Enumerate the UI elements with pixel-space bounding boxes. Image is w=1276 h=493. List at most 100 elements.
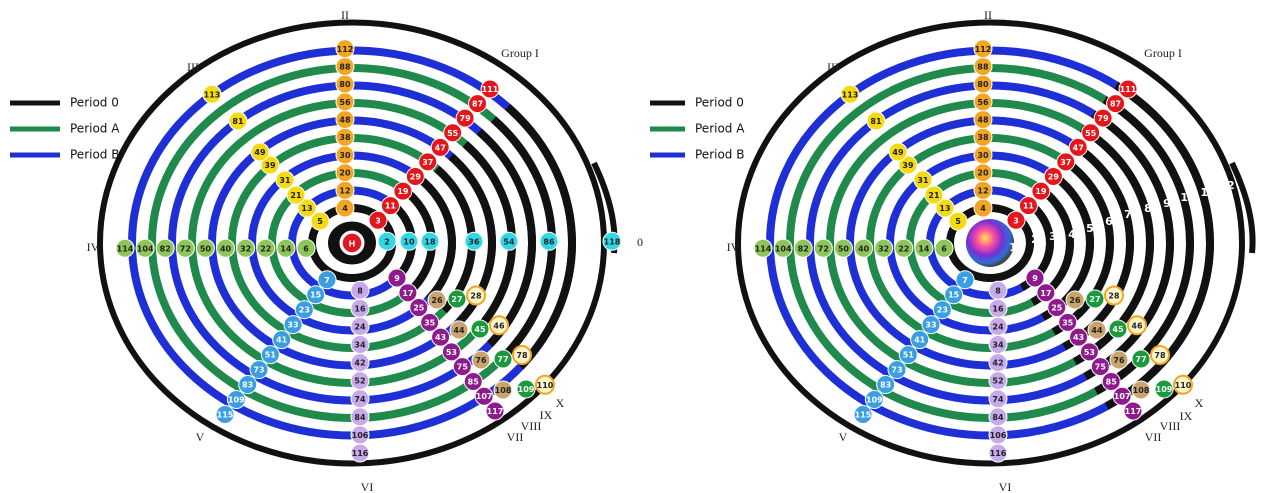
element-label: 88	[977, 62, 989, 71]
legend-label: Period A	[70, 122, 120, 136]
spiral-label: 4	[1068, 228, 1076, 241]
element-label: 34	[992, 341, 1004, 350]
element-label: 45	[1112, 325, 1124, 334]
element-label: 109	[866, 396, 883, 405]
element-label: 81	[870, 117, 882, 126]
element-label: 33	[925, 321, 936, 330]
group-label: Group I	[501, 46, 539, 60]
element-label: 40	[858, 244, 870, 253]
element-label: 32	[878, 244, 889, 253]
element-label: 75	[1095, 363, 1107, 372]
group-label: X	[556, 396, 565, 410]
group-label: II	[341, 8, 349, 22]
element-label: 111	[1120, 85, 1137, 94]
group-label: IV	[727, 240, 740, 254]
element-label: 45	[474, 325, 486, 334]
element-label: 44	[453, 326, 465, 335]
element-label: 111	[482, 85, 499, 94]
element-label: 55	[1085, 129, 1097, 138]
element-label: 80	[339, 80, 351, 89]
element-label: 23	[937, 306, 948, 315]
element-label: 34	[354, 341, 366, 350]
element-label: 51	[903, 351, 915, 360]
element-label: 88	[339, 62, 351, 71]
element-label: 4	[980, 204, 986, 213]
element-label: 20	[339, 169, 351, 178]
element-label: 113	[842, 90, 859, 99]
element-label: 42	[992, 359, 1003, 368]
element-label: 19	[1035, 187, 1047, 196]
element-label: 104	[137, 244, 154, 253]
element-label: 11	[385, 202, 397, 211]
element-label: 51	[265, 351, 277, 360]
element-label: 24	[354, 322, 366, 331]
group-label: IX	[1180, 409, 1193, 423]
element-label: 26	[1069, 296, 1081, 305]
element-label: 76	[475, 356, 487, 365]
legend-label: Period 0	[695, 96, 744, 110]
group-label: Group I	[1144, 46, 1182, 60]
element-label: 112	[337, 45, 354, 54]
element-label: 17	[1040, 289, 1051, 298]
element-label: 47	[435, 143, 446, 152]
element-label: 114	[755, 244, 772, 253]
element-label: 33	[287, 321, 298, 330]
element-label: 7	[324, 276, 330, 285]
element-label: 110	[1175, 381, 1192, 390]
group-label: V	[839, 430, 848, 444]
element-label: 41	[276, 336, 288, 345]
element-label: 42	[354, 359, 365, 368]
element-label: 44	[1091, 326, 1103, 335]
element-label: 41	[914, 336, 926, 345]
legend-label: Period B	[70, 148, 119, 162]
spiral-label: 12	[1219, 179, 1234, 192]
element-label: 87	[1110, 100, 1121, 109]
element-label: 83	[242, 381, 253, 390]
element-label: 118	[604, 237, 621, 246]
element-label: 40	[220, 244, 232, 253]
group-label: III	[827, 60, 839, 74]
element-label: 72	[818, 244, 829, 253]
element-label: 11	[1023, 202, 1035, 211]
element-label: 112	[975, 45, 992, 54]
group-label: V	[196, 430, 205, 444]
spiral-panel: H412203038485680881123111929374755798711…	[100, 23, 621, 464]
element-label: 47	[1073, 143, 1084, 152]
element-label: 72	[180, 244, 191, 253]
spiral-label: 2	[1031, 233, 1039, 246]
element-label: 15	[310, 291, 322, 300]
element-label: 80	[977, 80, 989, 89]
element-label: 85	[1106, 377, 1118, 386]
element-label: 82	[160, 244, 171, 253]
element-label: 22	[898, 244, 909, 253]
element-label: 3	[375, 216, 381, 225]
group-label: VI	[999, 480, 1012, 493]
element-label: 106	[352, 431, 369, 440]
element-label: 106	[990, 431, 1007, 440]
element-label: 14	[918, 244, 930, 253]
element-label: 5	[317, 217, 323, 226]
element-label: 48	[339, 116, 351, 125]
spiral-label: 11	[1200, 186, 1215, 199]
element-label: 76	[1113, 356, 1125, 365]
element-label: 28	[1108, 292, 1120, 301]
group-label: X	[1195, 396, 1204, 410]
element-label: 81	[232, 117, 244, 126]
element-label: 21	[290, 191, 302, 200]
element-label: 6	[303, 244, 309, 253]
element-label: 53	[446, 348, 457, 357]
spiral-label: 9	[1163, 197, 1171, 210]
element-label: 10	[403, 237, 415, 246]
element-label: 52	[992, 377, 1003, 386]
element-label: 74	[992, 395, 1004, 404]
element-label: 53	[1084, 348, 1095, 357]
element-label: 30	[339, 151, 351, 160]
element-label: 50	[200, 244, 212, 253]
element-label: 22	[260, 244, 271, 253]
element-label: 86	[543, 237, 555, 246]
element-label: 39	[902, 161, 914, 170]
element-label: 78	[516, 351, 528, 360]
element-label: 29	[410, 173, 422, 182]
element-label: 109	[518, 385, 535, 394]
